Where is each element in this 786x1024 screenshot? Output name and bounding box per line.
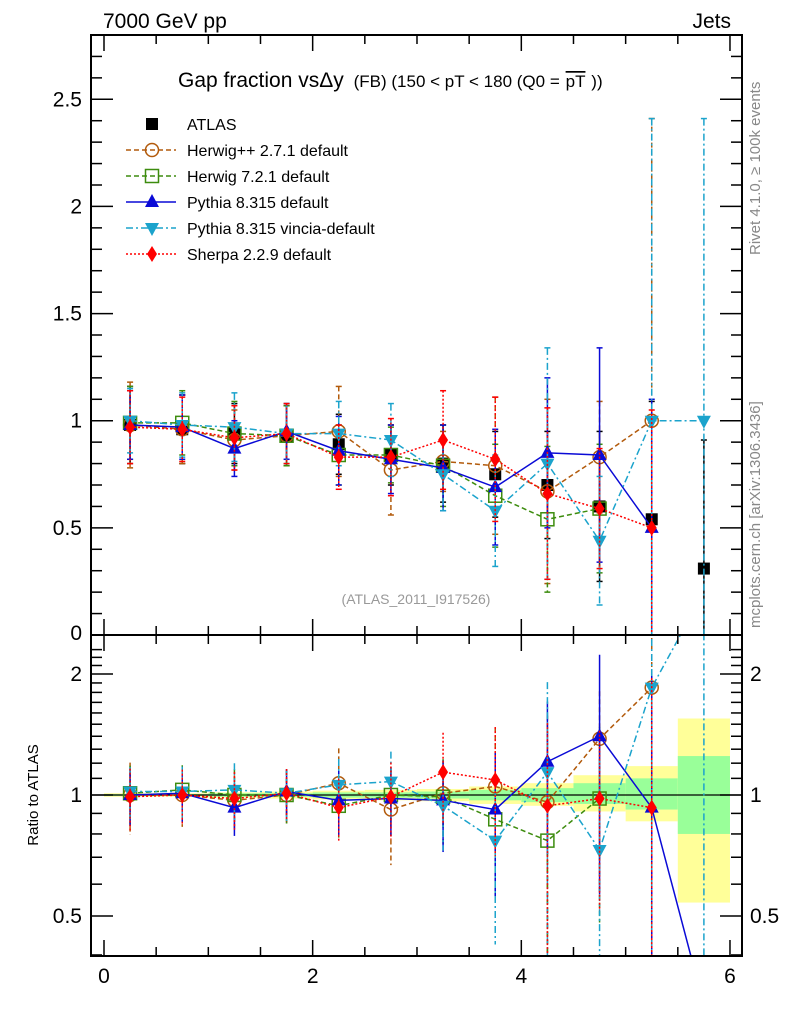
ratio-point bbox=[333, 799, 344, 816]
legend-label: Pythia 8.315 default bbox=[187, 195, 329, 212]
ratio-series bbox=[122, 635, 705, 956]
x-tick-label: 0 bbox=[98, 965, 110, 988]
y-tick-label: 1.5 bbox=[53, 303, 82, 326]
chart-title: Gap fraction vsΔy (FB) (150 < pT < 180 (… bbox=[178, 69, 603, 92]
ratio-point bbox=[490, 771, 501, 788]
data-point bbox=[696, 415, 711, 429]
legend-entry: Pythia 8.315 default bbox=[126, 194, 329, 212]
y-tick-label: 1 bbox=[70, 410, 82, 433]
ratio-line bbox=[130, 635, 682, 852]
chart-title-end: )) bbox=[591, 72, 602, 91]
ratio-y-tick-label-left: 0.5 bbox=[53, 905, 82, 928]
data-point bbox=[385, 449, 396, 466]
ratio-point bbox=[436, 800, 451, 814]
data-point bbox=[125, 419, 136, 436]
ratio-y-tick-label-left: 1 bbox=[70, 784, 82, 807]
ratio-point bbox=[229, 790, 240, 807]
ratio-y-tick-label-left: 2 bbox=[70, 663, 82, 686]
legend-label: Herwig++ 2.7.1 default bbox=[187, 143, 349, 160]
y-tick-label: 0.5 bbox=[53, 517, 82, 540]
header-right: Jets bbox=[692, 10, 731, 33]
ratio-y-tick-label-right: 0.5 bbox=[750, 905, 779, 928]
ratio-point bbox=[540, 767, 555, 781]
data-point bbox=[488, 505, 503, 519]
legend-entry: Sherpa 2.2.9 default bbox=[126, 246, 332, 264]
data-point bbox=[177, 421, 188, 438]
series-atlas bbox=[124, 385, 710, 635]
rivet-note: Rivet 4.1.0, ≥ 100k events bbox=[747, 82, 764, 255]
ratio-point bbox=[385, 788, 396, 805]
ratio-panel: 0 2 4 6 0.5 0.5 1 1 2 2 bbox=[53, 634, 779, 988]
data-point bbox=[331, 428, 346, 442]
data-point bbox=[383, 435, 398, 448]
y-tick-label-zero: 0 bbox=[70, 622, 82, 645]
ratio-point bbox=[125, 788, 136, 805]
ratio-point bbox=[594, 790, 605, 807]
data-point bbox=[281, 425, 292, 442]
mcplots-note: mcplots.cern.ch [arXiv:1306.3436] bbox=[747, 401, 764, 628]
legend-marker bbox=[144, 142, 160, 158]
ratio-y-tick-label-right: 1 bbox=[750, 784, 762, 807]
y-tick-label: 2.5 bbox=[53, 88, 82, 111]
series-pythia-8-315-default bbox=[123, 347, 659, 635]
ratio-line bbox=[130, 789, 601, 842]
x-tick-label: 4 bbox=[515, 965, 527, 988]
series-sherpa-2-2-9-default bbox=[125, 389, 657, 635]
ratio-point bbox=[542, 797, 553, 814]
legend-marker bbox=[147, 246, 157, 262]
ratio-point bbox=[281, 785, 292, 802]
data-point bbox=[594, 500, 605, 517]
legend-entry: ATLAS bbox=[146, 117, 237, 134]
x-tick-label: 2 bbox=[307, 965, 319, 988]
ratio-series-herwig-7-2-1-default bbox=[122, 726, 607, 956]
header-left: 7000 GeV pp bbox=[103, 10, 227, 33]
chart-title-overline: pT bbox=[566, 72, 586, 91]
ratio-series-sherpa-2-2-9-default bbox=[125, 678, 657, 956]
y-tick-label: 2 bbox=[70, 195, 82, 218]
data-point bbox=[542, 485, 553, 502]
legend-label: Pythia 8.315 vincia-default bbox=[187, 221, 375, 238]
data-point bbox=[229, 429, 240, 446]
series-line bbox=[130, 419, 704, 543]
series-line bbox=[130, 426, 652, 529]
legend-label: Sherpa 2.2.9 default bbox=[187, 247, 332, 264]
chart-title-suffix: (FB) (150 < pT < 180 (Q0 = bbox=[354, 72, 560, 91]
legend-entry: Herwig 7.2.1 default bbox=[126, 168, 330, 186]
chart-title-main: Gap fraction vsΔy bbox=[178, 69, 344, 92]
legend-label: Herwig 7.2.1 default bbox=[187, 169, 330, 186]
legend-entry: Pythia 8.315 vincia-default bbox=[126, 221, 375, 238]
ratio-point bbox=[177, 787, 188, 803]
legend-marker bbox=[146, 118, 158, 130]
ratio-ylabel: Ratio to ATLAS bbox=[25, 744, 42, 845]
x-tick-label: 6 bbox=[724, 965, 736, 988]
legend-entry: Herwig++ 2.7.1 default bbox=[126, 142, 349, 160]
data-point bbox=[227, 422, 242, 436]
legend-label: ATLAS bbox=[187, 117, 237, 134]
ratio-point bbox=[438, 764, 449, 781]
main-series bbox=[122, 117, 711, 635]
ratio-y-tick-label-right: 2 bbox=[750, 663, 762, 686]
legend-marker bbox=[145, 223, 159, 236]
data-point bbox=[438, 432, 449, 448]
analysis-tag: (ATLAS_2011_I917526) bbox=[342, 591, 491, 607]
ratio-point bbox=[331, 779, 346, 793]
data-point bbox=[333, 449, 344, 466]
series-herwig-7-2-1-default bbox=[122, 385, 607, 593]
ratio-bands bbox=[104, 718, 730, 903]
legend-marker bbox=[144, 168, 160, 184]
main-panel: 0.5 1 1.5 2 2.5 0 bbox=[53, 34, 743, 645]
data-point bbox=[490, 451, 501, 468]
legend: ATLAS Herwig++ 2.7.1 default Herwig 7.2.1 … bbox=[126, 117, 375, 264]
legend-marker bbox=[145, 194, 159, 207]
ratio-point bbox=[644, 682, 659, 696]
data-point bbox=[540, 444, 555, 458]
ratio-point bbox=[646, 799, 657, 816]
ratio-point bbox=[488, 835, 503, 849]
data-point bbox=[646, 519, 657, 536]
ratio-line bbox=[130, 735, 692, 956]
